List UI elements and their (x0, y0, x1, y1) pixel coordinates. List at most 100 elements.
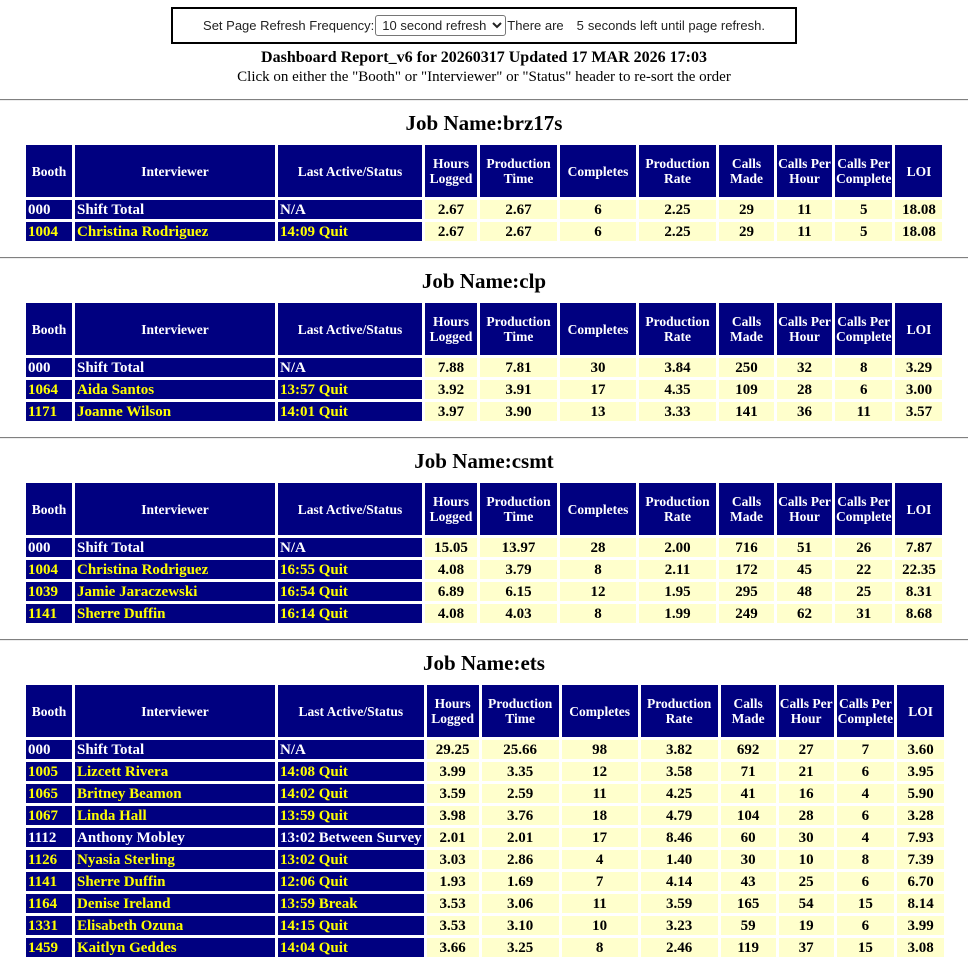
column-header-loi: LOI (895, 483, 943, 535)
production-rate-cell: 2.25 (639, 222, 716, 241)
column-header-calls-made: Calls Made (719, 483, 774, 535)
table-header-row: Booth Interviewer Last Active/Status Hours … (26, 685, 945, 737)
booth-cell: 1126 (26, 850, 72, 869)
calls-per-complete-cell: 6 (836, 916, 895, 935)
column-header-hours-logged: Hours Logged (425, 145, 477, 197)
section-divider (0, 99, 968, 101)
interviewer-row: 1126 Nyasia Sterling 13:02 Quit 3.03 2.86 4 1.… (26, 850, 945, 869)
column-header-interviewer[interactable]: Interviewer (75, 483, 275, 535)
column-header-last-active-status[interactable]: Last Active/Status (278, 303, 422, 355)
calls-per-complete-cell: 15 (836, 938, 895, 957)
calls-per-hour-cell: 30 (778, 828, 834, 847)
booth-cell: 1171 (26, 402, 72, 421)
calls-per-complete-cell: 6 (836, 806, 895, 825)
production-rate-cell: 1.40 (640, 850, 718, 869)
calls-made-cell: 104 (720, 806, 776, 825)
production-rate-cell: 3.82 (640, 740, 718, 759)
calls-per-complete-cell: 4 (836, 828, 895, 847)
calls-made-cell: 692 (720, 740, 776, 759)
calls-made-cell: 71 (720, 762, 776, 781)
job-section: Job Name:brz17s Booth Interviewer Last Act… (0, 99, 968, 244)
table-header-row: Booth Interviewer Last Active/Status Hours … (26, 145, 943, 197)
refresh-frequency-select[interactable]: 10 second refresh (375, 15, 507, 36)
last-active-status-cell: 14:04 Quit (278, 938, 424, 957)
column-header-booth[interactable]: Booth (26, 685, 72, 737)
booth-cell: 1064 (26, 380, 72, 399)
column-header-last-active-status[interactable]: Last Active/Status (278, 685, 424, 737)
hours-logged-cell: 3.66 (426, 938, 479, 957)
loi-cell: 8.68 (895, 604, 943, 623)
loi-cell: 7.87 (895, 538, 943, 557)
calls-made-cell: 30 (720, 850, 776, 869)
calls-per-hour-cell: 19 (778, 916, 834, 935)
production-rate-cell: 4.35 (639, 380, 716, 399)
column-header-calls-per-hour: Calls Per Hour (777, 483, 832, 535)
last-active-status-cell: 16:14 Quit (278, 604, 422, 623)
column-header-interviewer[interactable]: Interviewer (75, 145, 275, 197)
column-header-calls-per-complete: Calls Per Complete (835, 303, 893, 355)
hours-logged-cell: 2.67 (425, 200, 477, 219)
booth-cell: 1141 (26, 604, 72, 623)
calls-per-complete-cell: 8 (836, 850, 895, 869)
last-active-status-cell: 12:06 Quit (278, 872, 424, 891)
interviewer-cell: Britney Beamon (75, 784, 275, 803)
column-header-interviewer[interactable]: Interviewer (75, 303, 275, 355)
column-header-last-active-status[interactable]: Last Active/Status (278, 145, 422, 197)
calls-per-complete-cell: 25 (835, 582, 893, 601)
production-rate-cell: 2.11 (639, 560, 716, 579)
column-header-last-active-status[interactable]: Last Active/Status (278, 483, 422, 535)
loi-cell: 22.35 (895, 560, 943, 579)
job-section: Job Name:ets Booth Interviewer Last Active… (0, 639, 968, 960)
production-rate-cell: 2.00 (639, 538, 716, 557)
interviewer-cell: Shift Total (75, 200, 275, 219)
loi-cell: 3.08 (897, 938, 945, 957)
production-time-cell: 6.15 (480, 582, 557, 601)
production-rate-cell: 3.33 (639, 402, 716, 421)
column-header-loi: LOI (897, 685, 945, 737)
calls-made-cell: 165 (720, 894, 776, 913)
production-rate-cell: 4.14 (640, 872, 718, 891)
column-header-booth[interactable]: Booth (26, 145, 72, 197)
column-header-production-rate: Production Rate (640, 685, 718, 737)
loi-cell: 3.99 (897, 916, 945, 935)
production-time-cell: 4.03 (480, 604, 557, 623)
column-header-completes: Completes (560, 145, 636, 197)
booth-cell: 000 (26, 740, 72, 759)
shift-total-row: 000 Shift Total N/A 7.88 7.81 30 3.84 250 32 8 3.2… (26, 358, 943, 377)
production-time-cell: 3.06 (481, 894, 559, 913)
column-header-interviewer[interactable]: Interviewer (75, 685, 275, 737)
completes-cell: 12 (561, 762, 638, 781)
completes-cell: 17 (560, 380, 636, 399)
last-active-status-cell: 14:08 Quit (278, 762, 424, 781)
hours-logged-cell: 7.88 (425, 358, 477, 377)
interviewer-cell: Shift Total (75, 358, 275, 377)
refresh-countdown-prefix: There are (507, 18, 564, 33)
calls-per-hour-cell: 62 (777, 604, 832, 623)
completes-cell: 8 (560, 560, 636, 579)
loi-cell: 6.70 (897, 872, 945, 891)
last-active-status-cell: 13:02 Between Survey (278, 828, 424, 847)
completes-cell: 8 (561, 938, 638, 957)
job-section: Job Name:csmt Booth Interviewer Last Activ… (0, 437, 968, 626)
calls-per-complete-cell: 6 (835, 380, 893, 399)
job-table: Booth Interviewer Last Active/Status Hours … (23, 142, 946, 244)
calls-per-complete-cell: 22 (835, 560, 893, 579)
hours-logged-cell: 3.53 (426, 894, 479, 913)
completes-cell: 12 (560, 582, 636, 601)
completes-cell: 98 (561, 740, 638, 759)
booth-cell: 1112 (26, 828, 72, 847)
last-active-status-cell: N/A (278, 358, 422, 377)
column-header-calls-made: Calls Made (719, 303, 774, 355)
last-active-status-cell: 14:01 Quit (278, 402, 422, 421)
loi-cell: 7.93 (897, 828, 945, 847)
section-divider (0, 437, 968, 439)
interviewer-row: 1459 Kaitlyn Geddes 14:04 Quit 3.66 3.25 8 2.4… (26, 938, 945, 957)
column-header-booth[interactable]: Booth (26, 303, 72, 355)
production-rate-cell: 4.79 (640, 806, 718, 825)
production-rate-cell: 3.59 (640, 894, 718, 913)
calls-per-complete-cell: 5 (835, 222, 893, 241)
column-header-booth[interactable]: Booth (26, 483, 72, 535)
production-time-cell: 13.97 (480, 538, 557, 557)
calls-per-hour-cell: 27 (778, 740, 834, 759)
interviewer-cell: Lizcett Rivera (75, 762, 275, 781)
